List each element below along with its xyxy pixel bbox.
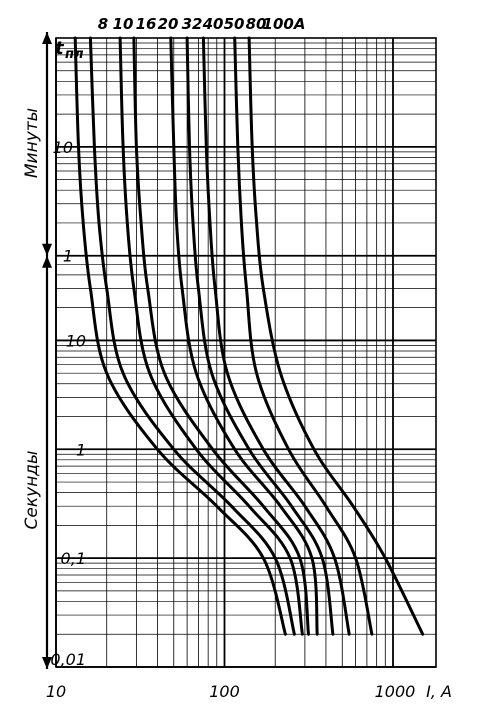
grid [42, 32, 437, 669]
curve-20 [132, 36, 310, 636]
y-tick-label-seconds: 0,01 [50, 650, 86, 669]
curve-16 [118, 36, 304, 636]
y-tick-label-seconds: 0,1 [61, 549, 86, 568]
series-label: 10 [113, 15, 134, 33]
series-label: 16 [136, 15, 157, 33]
arrow-top [42, 32, 52, 44]
y-axis-title: t [55, 38, 65, 59]
curve-50 [201, 36, 351, 636]
x-tick-label: 1000 [375, 682, 416, 701]
arrow-seconds [42, 255, 52, 268]
y-tick-label-seconds: 1 [76, 440, 86, 459]
curves [73, 36, 425, 636]
curve-32 [169, 36, 319, 636]
series-label: 50 [224, 15, 245, 33]
curve-8 [73, 36, 287, 636]
arrow-minutes [42, 243, 52, 256]
x-tick-label: 10 [46, 682, 66, 701]
curve-100A [247, 36, 425, 636]
curve-80 [233, 36, 374, 636]
arrow-bottom [42, 657, 52, 669]
series-label: 80 [246, 15, 267, 33]
x-axis-unit: I, A [426, 682, 452, 701]
minutes-label: Минуты [22, 108, 42, 178]
y-axis-title-sub: пл [65, 47, 84, 62]
series-label: 8 [98, 15, 108, 33]
series-label: 100A [263, 15, 306, 33]
series-label: 20 [158, 15, 179, 33]
series-label: 40 [202, 15, 224, 33]
y-tick-label-seconds: 10 [66, 331, 86, 350]
x-tick-label: 100 [209, 682, 240, 701]
curve-40 [185, 36, 335, 636]
series-label: 32 [182, 15, 203, 33]
curve-10 [88, 36, 296, 636]
y-tick-label-minutes: 1 [63, 247, 73, 266]
plot-frame [55, 37, 437, 668]
seconds-label: Секунды [22, 451, 42, 530]
y-tick-label-minutes: 10 [53, 138, 73, 157]
